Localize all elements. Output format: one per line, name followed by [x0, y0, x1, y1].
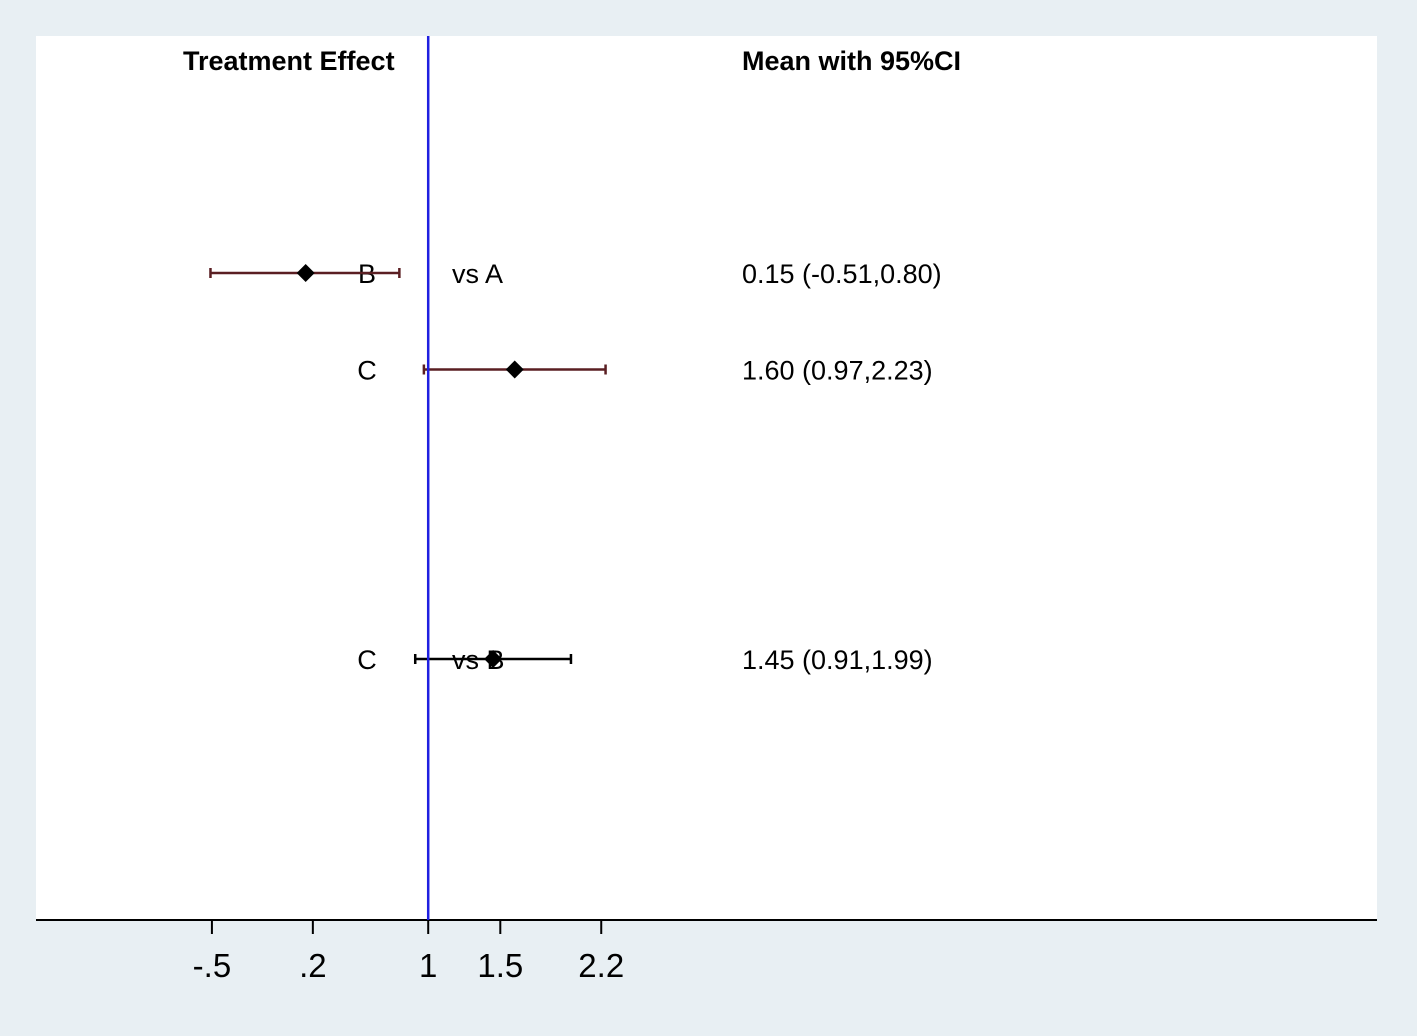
right-header: Mean with 95%CI [742, 46, 961, 76]
row-treatment-label: C [357, 356, 377, 386]
x-axis-ticks: -.5 .2 1 1.5 2.2 [193, 920, 624, 984]
x-tick-label: -.5 [193, 947, 232, 984]
row-comparator-label: vs A [452, 259, 503, 289]
mean-marker [484, 650, 503, 668]
x-tick-label: 1 [419, 947, 437, 984]
left-header: Treatment Effect [183, 46, 395, 76]
mean-marker [296, 264, 315, 282]
mean-marker [505, 360, 524, 379]
row-ci-text: 1.60 (0.97,2.23) [742, 356, 933, 386]
row-ci-text: 1.45 (0.91,1.99) [742, 645, 933, 675]
x-tick-label: 1.5 [477, 947, 523, 984]
row-ci-text: 0.15 (-0.51,0.80) [742, 259, 942, 289]
row-treatment-label: C [357, 645, 377, 675]
x-tick-label: 2.2 [578, 947, 624, 984]
plot-area [36, 36, 1377, 920]
x-tick-label: .2 [299, 947, 327, 984]
